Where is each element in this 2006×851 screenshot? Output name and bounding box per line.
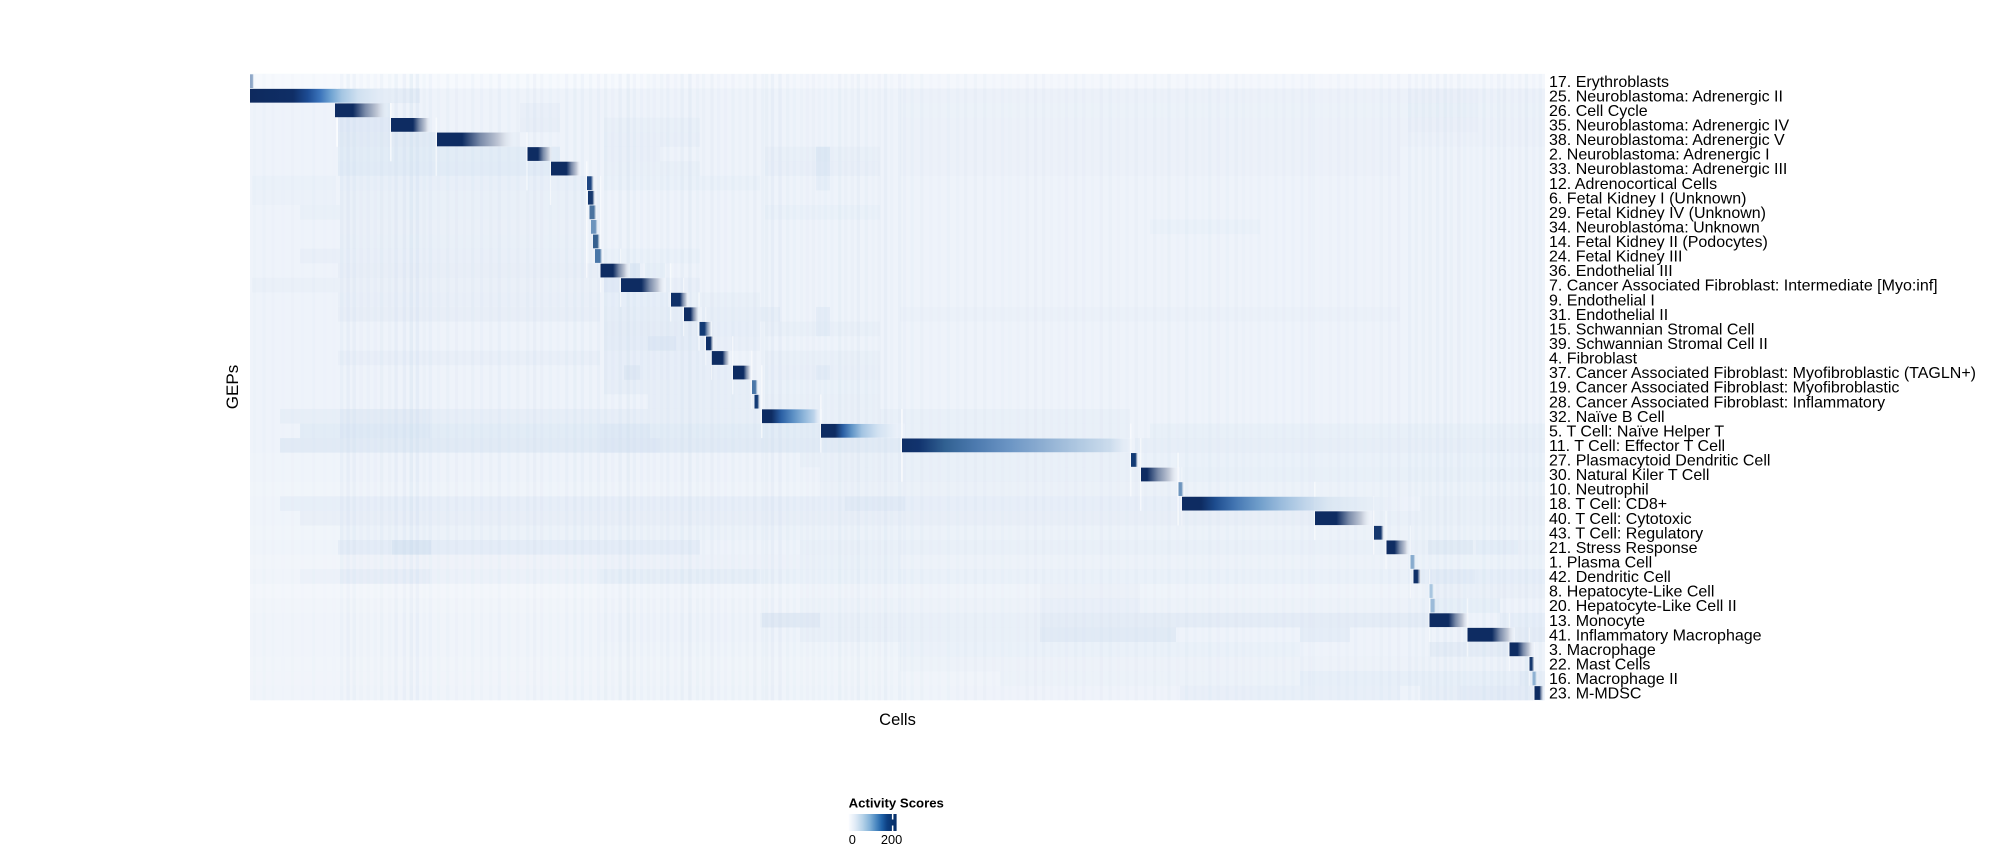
svg-text:33. Neuroblastoma: Adrenergic: 33. Neuroblastoma: Adrenergic III bbox=[1549, 161, 1787, 178]
svg-text:3. Macrophage: 3. Macrophage bbox=[1549, 642, 1656, 659]
svg-text:29. Fetal Kidney IV (Unknown): 29. Fetal Kidney IV (Unknown) bbox=[1549, 205, 1766, 222]
svg-text:15. Schwannian Stromal Cell: 15. Schwannian Stromal Cell bbox=[1549, 321, 1754, 338]
svg-text:40. T Cell: Cytotoxic: 40. T Cell: Cytotoxic bbox=[1549, 511, 1692, 528]
svg-text:0: 0 bbox=[849, 832, 856, 847]
svg-text:2. Neuroblastoma: Adrenergic I: 2. Neuroblastoma: Adrenergic I bbox=[1549, 147, 1770, 164]
svg-text:39. Schwannian Stromal Cell II: 39. Schwannian Stromal Cell II bbox=[1549, 336, 1768, 353]
svg-text:14. Fetal Kidney II (Podocytes: 14. Fetal Kidney II (Podocytes) bbox=[1549, 234, 1768, 251]
svg-text:35. Neuroblastoma: Adrenergic: 35. Neuroblastoma: Adrenergic IV bbox=[1549, 117, 1789, 134]
svg-text:32. Naïve B Cell: 32. Naïve B Cell bbox=[1549, 409, 1665, 426]
svg-text:1. Plasma Cell: 1. Plasma Cell bbox=[1549, 555, 1652, 572]
svg-text:38. Neuroblastoma: Adrenergic: 38. Neuroblastoma: Adrenergic V bbox=[1549, 132, 1785, 149]
svg-text:7. Cancer Associated Fibroblas: 7. Cancer Associated Fibroblast: Interme… bbox=[1549, 278, 1938, 295]
svg-text:GEPs: GEPs bbox=[223, 365, 242, 409]
svg-text:41. Inflammatory Macrophage: 41. Inflammatory Macrophage bbox=[1549, 627, 1762, 644]
svg-text:9. Endothelial I: 9. Endothelial I bbox=[1549, 292, 1655, 309]
svg-text:8. Hepatocyte-Like Cell: 8. Hepatocyte-Like Cell bbox=[1549, 584, 1714, 601]
svg-text:4. Fibroblast: 4. Fibroblast bbox=[1549, 351, 1638, 368]
svg-text:43. T Cell: Regulatory: 43. T Cell: Regulatory bbox=[1549, 525, 1703, 542]
svg-text:10. Neutrophil: 10. Neutrophil bbox=[1549, 482, 1649, 499]
svg-text:6. Fetal Kidney I (Unknown): 6. Fetal Kidney I (Unknown) bbox=[1549, 190, 1746, 207]
svg-text:30. Natural Kiler T Cell: 30. Natural Kiler T Cell bbox=[1549, 467, 1709, 484]
svg-text:Activity Scores: Activity Scores bbox=[849, 795, 944, 810]
svg-text:20. Hepatocyte-Like Cell II: 20. Hepatocyte-Like Cell II bbox=[1549, 598, 1737, 615]
svg-text:18. T Cell: CD8+: 18. T Cell: CD8+ bbox=[1549, 496, 1667, 513]
svg-text:24. Fetal Kidney III: 24. Fetal Kidney III bbox=[1549, 249, 1682, 266]
svg-text:36. Endothelial III: 36. Endothelial III bbox=[1549, 263, 1673, 280]
svg-text:28. Cancer Associated Fibrobla: 28. Cancer Associated Fibroblast: Inflam… bbox=[1549, 394, 1885, 411]
svg-text:200: 200 bbox=[881, 832, 902, 847]
svg-text:23. M-MDSC: 23. M-MDSC bbox=[1549, 686, 1641, 703]
svg-text:17. Erythroblasts: 17. Erythroblasts bbox=[1549, 74, 1669, 91]
svg-text:37. Cancer Associated Fibrobla: 37. Cancer Associated Fibroblast: Myofib… bbox=[1549, 365, 1976, 382]
svg-text:Cells: Cells bbox=[879, 711, 916, 729]
svg-text:16. Macrophage II: 16. Macrophage II bbox=[1549, 671, 1678, 688]
svg-text:21. Stress Response: 21. Stress Response bbox=[1549, 540, 1698, 557]
svg-text:31. Endothelial II: 31. Endothelial II bbox=[1549, 307, 1668, 324]
svg-text:34. Neuroblastoma: Unknown: 34. Neuroblastoma: Unknown bbox=[1549, 219, 1760, 236]
svg-text:25. Neuroblastoma: Adrenergic: 25. Neuroblastoma: Adrenergic II bbox=[1549, 88, 1783, 105]
svg-text:19. Cancer Associated Fibrobla: 19. Cancer Associated Fibroblast: Myofib… bbox=[1549, 380, 1899, 397]
svg-text:5. T Cell: Naïve Helper T: 5. T Cell: Naïve Helper T bbox=[1549, 423, 1724, 440]
svg-text:11. T Cell: Effector T Cell: 11. T Cell: Effector T Cell bbox=[1549, 438, 1725, 455]
svg-text:42. Dendritic Cell: 42. Dendritic Cell bbox=[1549, 569, 1671, 586]
svg-text:12. Adrenocortical Cells: 12. Adrenocortical Cells bbox=[1549, 176, 1717, 193]
svg-text:26. Cell Cycle: 26. Cell Cycle bbox=[1549, 103, 1648, 120]
svg-text:13. Monocyte: 13. Monocyte bbox=[1549, 613, 1645, 630]
svg-text:27. Plasmacytoid Dendritic Cel: 27. Plasmacytoid Dendritic Cell bbox=[1549, 453, 1770, 470]
svg-text:22. Mast Cells: 22. Mast Cells bbox=[1549, 656, 1650, 673]
